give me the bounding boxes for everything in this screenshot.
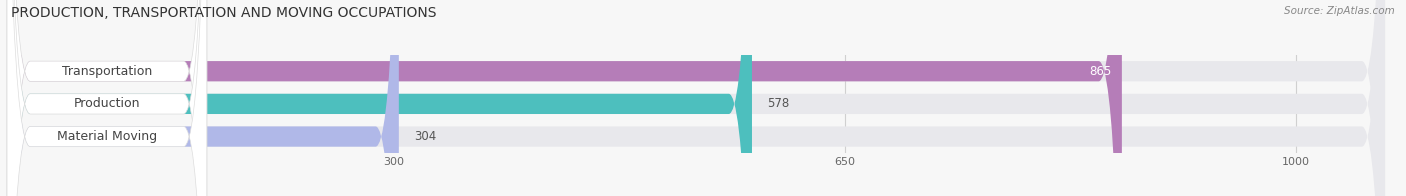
FancyBboxPatch shape	[7, 0, 207, 196]
FancyBboxPatch shape	[7, 0, 207, 196]
Text: 578: 578	[768, 97, 790, 110]
Text: PRODUCTION, TRANSPORTATION AND MOVING OCCUPATIONS: PRODUCTION, TRANSPORTATION AND MOVING OC…	[11, 6, 437, 20]
FancyBboxPatch shape	[7, 0, 399, 196]
Text: 304: 304	[415, 130, 436, 143]
Text: 865: 865	[1090, 65, 1112, 78]
FancyBboxPatch shape	[7, 0, 1122, 196]
FancyBboxPatch shape	[7, 0, 752, 196]
Text: Transportation: Transportation	[62, 65, 152, 78]
FancyBboxPatch shape	[7, 0, 1385, 196]
FancyBboxPatch shape	[7, 0, 1385, 196]
Text: Source: ZipAtlas.com: Source: ZipAtlas.com	[1284, 6, 1395, 16]
FancyBboxPatch shape	[7, 0, 1385, 196]
Text: Material Moving: Material Moving	[56, 130, 157, 143]
FancyBboxPatch shape	[7, 0, 207, 196]
Text: Production: Production	[73, 97, 141, 110]
